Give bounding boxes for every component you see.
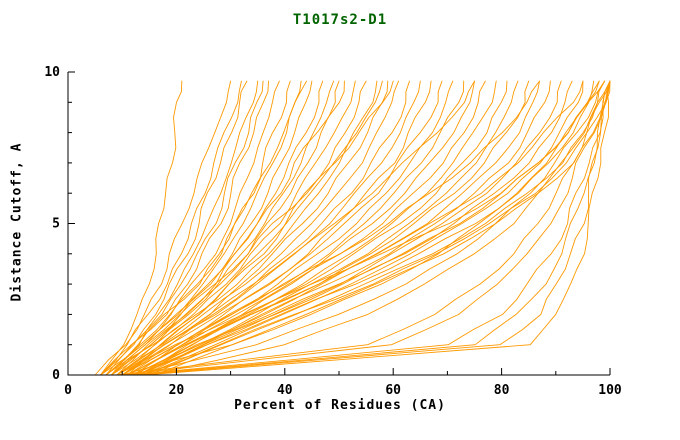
model-curve [138, 80, 584, 376]
model-curve [138, 80, 595, 376]
model-curve [116, 80, 335, 376]
model-curve [127, 80, 486, 376]
y-axis-ticks [68, 71, 75, 376]
model-curve [110, 80, 280, 376]
model-curve [121, 80, 443, 376]
model-curve [138, 80, 519, 376]
model-curve [105, 80, 259, 376]
model-curve [110, 80, 378, 376]
model-curve [110, 80, 307, 376]
model-curve [100, 80, 183, 376]
model-curve [116, 80, 340, 376]
x-axis-label: Percent of Residues (CA) [234, 398, 446, 413]
model-curve [138, 80, 540, 376]
series-lines [94, 80, 611, 376]
model-curve [132, 80, 475, 376]
model-curve [132, 80, 611, 376]
model-curve [121, 80, 383, 376]
y-tick-labels: 0 5 10 [44, 65, 60, 383]
model-curve [100, 80, 242, 376]
y-axis-label: Distance Cutoff, A [9, 142, 25, 302]
chart-title: T1017s2-D1 [292, 12, 388, 28]
model-curve [143, 80, 611, 376]
model-curve [100, 80, 248, 376]
model-curve [138, 80, 573, 376]
model-curve [143, 80, 584, 376]
model-curve [143, 80, 562, 376]
model-curve [127, 80, 432, 376]
model-curve [127, 80, 454, 376]
model-curve [154, 80, 611, 376]
model-curve [110, 80, 394, 376]
x-tick-label: 20 [169, 383, 185, 398]
model-curve [100, 80, 269, 376]
x-tick-label: 80 [494, 383, 510, 398]
model-curve [116, 80, 611, 376]
model-curve [143, 80, 606, 376]
x-tick-label: 60 [385, 383, 401, 398]
model-curve [110, 80, 345, 376]
model-curve [127, 80, 475, 376]
model-curve [100, 80, 302, 376]
model-curve [105, 80, 264, 376]
x-tick-label: 0 [64, 383, 72, 398]
model-curve [127, 80, 611, 376]
model-curve [116, 80, 400, 376]
model-curve [148, 80, 611, 376]
model-curve [110, 80, 313, 376]
x-tick-label: 40 [277, 383, 293, 398]
model-curve [132, 80, 540, 376]
model-curve [132, 80, 530, 376]
model-curve [138, 80, 611, 376]
model-curve [132, 80, 497, 376]
y-tick-label: 5 [52, 217, 60, 232]
x-axis-ticks [67, 368, 611, 375]
model-curve [116, 80, 421, 376]
model-curve [121, 80, 600, 376]
y-tick-label: 0 [52, 368, 60, 383]
x-tick-labels: 0 20 40 60 80 100 [64, 383, 622, 398]
model-curve [143, 80, 611, 376]
x-tick-label: 100 [598, 383, 622, 398]
model-curve [132, 80, 551, 376]
y-tick-label: 10 [44, 65, 60, 80]
